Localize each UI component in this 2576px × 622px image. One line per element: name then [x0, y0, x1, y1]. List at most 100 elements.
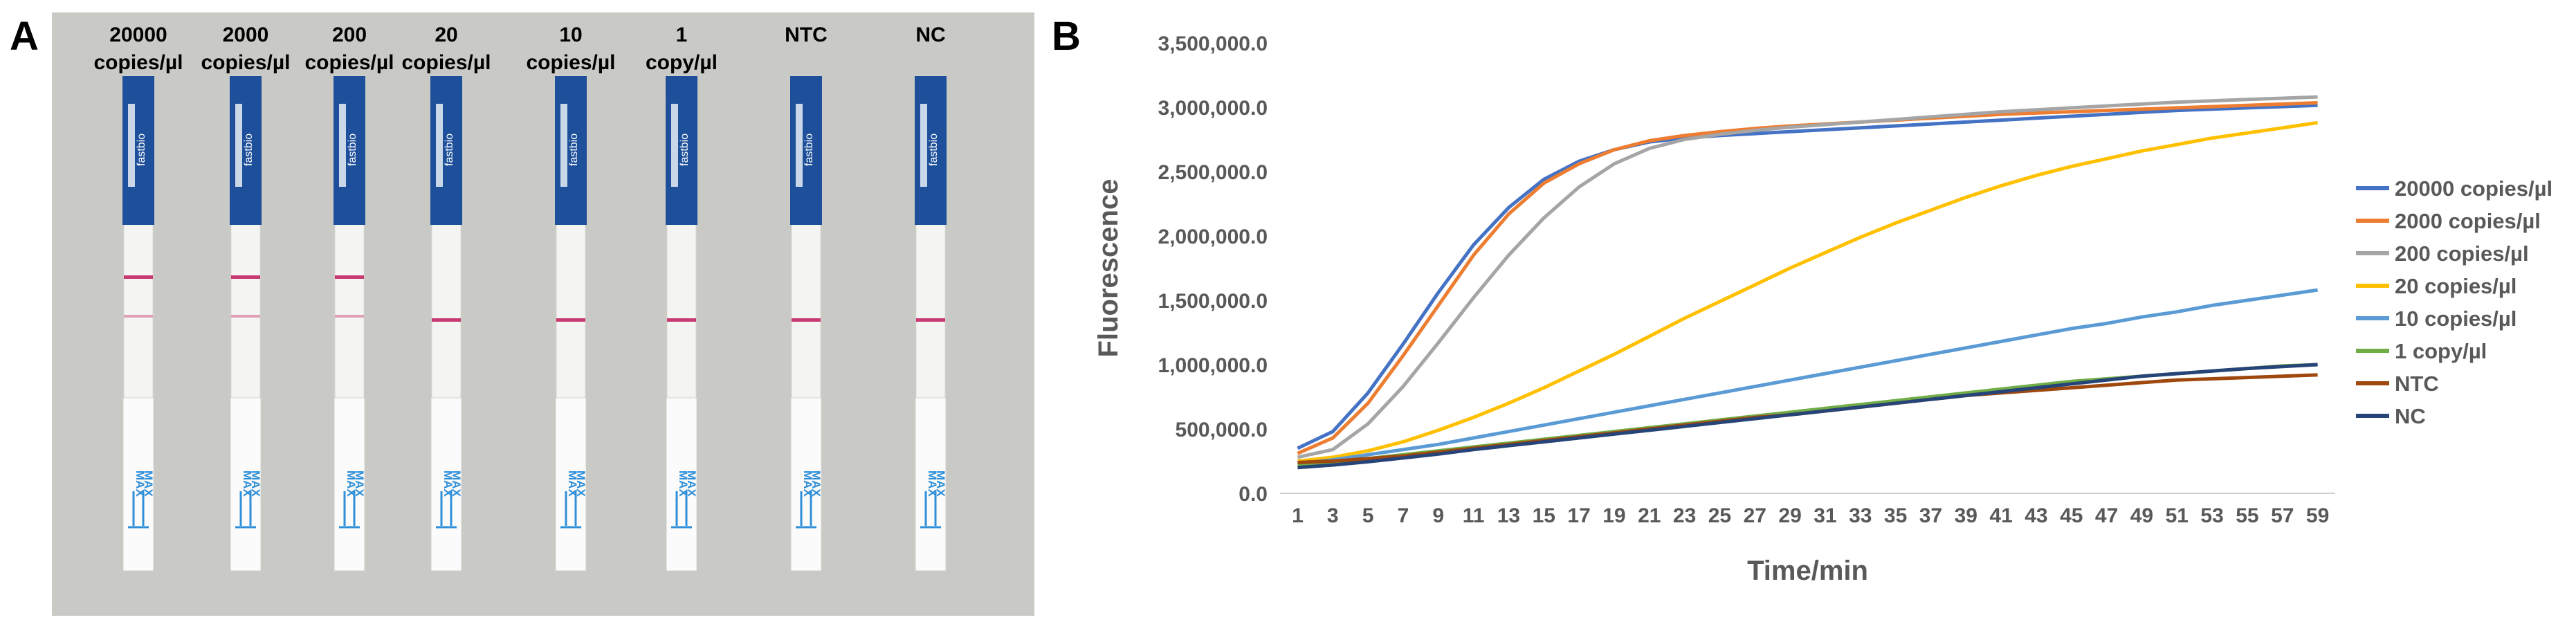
y-tick-label: 1,000,000.0 — [1158, 354, 1268, 377]
strip-label-line1: 20 — [435, 24, 457, 46]
y-axis-title: Fluorescence — [1093, 179, 1124, 358]
legend-label: 1 copy/µl — [2395, 339, 2487, 363]
strip-max-text: MAX — [677, 470, 690, 497]
strip-max-text: MAX — [134, 470, 147, 497]
strip-cover-patch — [920, 104, 927, 187]
strip-brand-text: fastbio — [243, 134, 255, 166]
y-tick-label: 3,000,000.0 — [1158, 97, 1268, 120]
strip-cover-patch — [128, 104, 135, 187]
x-tick-label: 5 — [1362, 504, 1374, 527]
y-axis-ticks: 0.0 500,000.0 1,000,000.0 1,500,000.0 2,000,… — [1158, 33, 1268, 506]
legend-label: 20 copies/µl — [2395, 274, 2516, 298]
x-tick-label: 19 — [1602, 504, 1625, 527]
strip-label-line1: NC — [915, 24, 945, 46]
strip-blue-cover — [555, 76, 587, 225]
panel-b-letter: B — [1052, 14, 1081, 59]
strip-max-text: MAX — [574, 470, 587, 497]
x-tick-label: 23 — [1673, 504, 1696, 527]
strip-blue-cover — [230, 76, 262, 225]
control-line — [231, 275, 260, 279]
strip-blue-cover — [790, 76, 822, 225]
test-line — [124, 315, 153, 318]
x-tick-label: 3 — [1327, 504, 1339, 527]
strip-max-text: MAX — [249, 470, 262, 497]
strip-sample-pad — [555, 397, 587, 571]
test-line — [335, 315, 364, 318]
series-lines — [1297, 95, 2318, 470]
y-tick-label: 2,000,000.0 — [1158, 226, 1268, 248]
test-line — [231, 315, 260, 318]
strip-blue-cover — [122, 76, 154, 225]
strip-label-line2: copies/µl — [527, 51, 616, 74]
x-axis-ticks: 1 3 5 7 9 11 13 15 17 19 21 23 25 27 29 31 33 35 37 39 41 43 4… — [1292, 504, 2329, 527]
x-tick-label: 45 — [2060, 504, 2083, 527]
strip-cover-patch — [796, 104, 803, 187]
strip-brand-text: fastbio — [568, 134, 580, 166]
x-tick-label: 37 — [1919, 504, 1942, 527]
strip-label-line2: copy/µl — [646, 51, 718, 74]
strip-sample-pad — [430, 397, 462, 571]
strip-sample-pad — [790, 397, 822, 571]
x-tick-label: 33 — [1849, 504, 1872, 527]
x-tick-label: 21 — [1638, 504, 1661, 527]
x-tick-label: 9 — [1432, 504, 1444, 527]
strip-brand-text: fastbio — [803, 134, 815, 166]
strip-max-text: MAX — [566, 470, 579, 497]
strip-label-line1: NTC — [785, 24, 828, 46]
strip-sample-pad — [915, 397, 947, 571]
x-tick-label: 17 — [1567, 504, 1590, 527]
x-tick-label: 51 — [2166, 504, 2189, 527]
strip-cover-patch — [235, 104, 242, 187]
strip-brand-text: fastbio — [928, 134, 940, 166]
strip-cover-patch — [560, 104, 567, 187]
legend-label: NTC — [2395, 372, 2439, 396]
photo-background — [52, 12, 1034, 616]
x-tick-label: 11 — [1463, 504, 1485, 527]
panel-a-letter: A — [10, 14, 39, 59]
x-tick-label: 55 — [2236, 504, 2258, 527]
x-tick-label: 49 — [2130, 504, 2153, 527]
control-line — [556, 318, 585, 322]
strip-blue-cover — [915, 76, 947, 225]
x-tick-label: 41 — [1989, 504, 2012, 527]
strip-sample-pad — [122, 397, 154, 571]
strip-max-text: MAX — [685, 470, 698, 497]
strip-label-line2: copies/µl — [201, 51, 291, 74]
strip-label-line1: 1 — [676, 24, 688, 46]
strip-sample-pad — [334, 397, 365, 571]
series-line — [1297, 363, 2318, 470]
legend-label: 10 copies/µl — [2395, 307, 2516, 331]
x-tick-label: 59 — [2306, 504, 2329, 527]
strip-max-text: MAX — [810, 470, 823, 497]
strip-label-line1: 2000 — [223, 24, 269, 46]
series-line — [1297, 103, 2318, 450]
x-tick-label: 35 — [1884, 504, 1907, 527]
x-tick-label: 27 — [1744, 504, 1766, 527]
x-tick-label: 43 — [2025, 504, 2047, 527]
x-tick-label: 39 — [1955, 504, 1977, 527]
x-tick-label: 15 — [1533, 504, 1555, 527]
y-tick-label: 3,500,000.0 — [1158, 33, 1268, 55]
control-line — [667, 318, 696, 322]
strip-max-text: MAX — [801, 470, 814, 497]
y-tick-label: 500,000.0 — [1176, 419, 1268, 441]
x-tick-label: 31 — [1814, 504, 1836, 527]
strip-max-text: MAX — [353, 470, 366, 497]
x-tick-label: 57 — [2271, 504, 2294, 527]
strip-label-line2: copies/µl — [94, 51, 183, 74]
legend-label: 20000 copies/µl — [2395, 176, 2552, 201]
control-line — [916, 318, 945, 322]
panel-b: B 0.0 500,000.0 1,000,000.0 1,500,000.0 2,00… — [1052, 0, 2576, 619]
strip-sample-pad — [666, 397, 697, 571]
strip-brand-text: fastbio — [679, 134, 691, 166]
strip-label-line2: copies/µl — [305, 51, 394, 74]
control-line — [432, 318, 461, 322]
strip-blue-cover — [334, 76, 365, 225]
strip-cover-patch — [671, 104, 678, 187]
strip-brand-text: fastbio — [347, 134, 358, 166]
